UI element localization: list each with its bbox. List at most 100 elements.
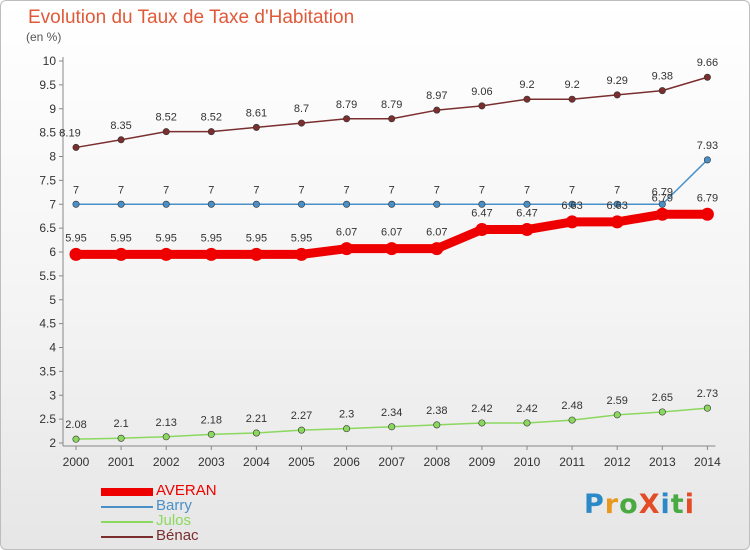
data-point (252, 429, 260, 437)
data-point (114, 247, 128, 261)
data-point (340, 242, 354, 256)
data-label: 6.47 (471, 208, 492, 220)
data-label: 8.79 (336, 99, 357, 111)
data-point (475, 223, 489, 237)
data-label: 7.93 (697, 140, 718, 152)
data-label: 9.2 (564, 79, 579, 91)
data-point (117, 200, 125, 208)
data-point (297, 200, 305, 208)
data-point (297, 426, 305, 434)
x-tick-label: 2010 (514, 455, 541, 469)
y-tick-label: 2 (49, 436, 56, 450)
data-point (568, 200, 576, 208)
data-point (388, 200, 396, 208)
data-label: 2.27 (291, 410, 312, 422)
legend-swatch (101, 506, 153, 508)
data-label: 2.08 (65, 419, 86, 431)
data-point (297, 119, 305, 127)
y-tick-label: 4 (49, 341, 56, 355)
y-tick-label: 9.5 (39, 78, 56, 92)
logo-letter: X (638, 489, 661, 520)
data-label: 7 (479, 184, 485, 196)
data-label: 5.95 (155, 232, 176, 244)
data-point (655, 207, 669, 221)
data-label: 6.79 (697, 192, 718, 204)
y-tick-label: 3 (49, 388, 56, 402)
data-label: 8.52 (201, 112, 222, 124)
data-point (613, 91, 621, 99)
data-label: 6.07 (381, 227, 402, 239)
data-label: 8.79 (381, 99, 402, 111)
data-label: 8.61 (246, 107, 267, 119)
proxiti-logo: ProXiti (584, 489, 695, 520)
data-label: 8.97 (426, 90, 447, 102)
data-label: 7 (569, 184, 575, 196)
data-point (72, 143, 80, 151)
data-point (568, 95, 576, 103)
data-point (568, 416, 576, 424)
data-point (613, 200, 621, 208)
data-label: 9.06 (471, 86, 492, 98)
x-tick-label: 2005 (288, 455, 315, 469)
data-label: 9.66 (697, 57, 718, 69)
x-tick-label: 2006 (333, 455, 360, 469)
y-tick-label: 2.5 (39, 412, 56, 426)
data-point (613, 411, 621, 419)
chart-unit-label: (en %) (26, 30, 62, 44)
data-point (658, 87, 666, 95)
x-tick-label: 2012 (604, 455, 631, 469)
y-tick-label: 8 (49, 150, 56, 164)
data-point (565, 215, 579, 229)
data-point (430, 242, 444, 256)
x-tick-label: 2009 (469, 455, 496, 469)
data-label: 9.29 (606, 75, 627, 87)
data-label: 7 (208, 184, 214, 196)
y-tick-label: 3.5 (39, 364, 56, 378)
data-label: 9.2 (519, 79, 534, 91)
data-label: 2.38 (426, 405, 447, 417)
y-tick-label: 10 (43, 54, 57, 68)
data-label: 5.95 (110, 232, 131, 244)
data-label: 2.42 (516, 403, 537, 415)
data-point (703, 73, 711, 81)
legend-label: AVERAN (156, 482, 217, 499)
data-point (523, 200, 531, 208)
data-label: 7 (524, 184, 530, 196)
data-label: 6.07 (426, 227, 447, 239)
y-tick-label: 9 (49, 102, 56, 116)
series-line-barry (76, 159, 708, 205)
data-point (343, 200, 351, 208)
data-label: 2.65 (652, 392, 673, 404)
x-tick-label: 2000 (63, 455, 90, 469)
data-point (162, 200, 170, 208)
data-point (207, 200, 215, 208)
legend-label: Barry (156, 497, 192, 514)
data-label: 8.52 (155, 112, 176, 124)
y-tick-label: 5.5 (39, 269, 56, 283)
data-label: 6.63 (561, 200, 582, 212)
data-point (478, 200, 486, 208)
logo-letter: i (660, 489, 671, 520)
legend-swatch (101, 488, 153, 496)
data-label: 7 (253, 184, 259, 196)
data-point (433, 106, 441, 114)
data-label: 6.79 (652, 186, 673, 198)
data-label: 9.38 (652, 71, 673, 83)
x-tick-label: 2002 (153, 455, 180, 469)
data-point (610, 215, 624, 229)
data-point (343, 425, 351, 433)
data-label: 2.59 (606, 395, 627, 407)
data-point (159, 247, 173, 261)
data-point (478, 419, 486, 427)
x-tick-label: 2013 (649, 455, 676, 469)
data-label: 2.13 (155, 417, 176, 429)
data-label: 7 (163, 184, 169, 196)
data-point (162, 128, 170, 136)
data-label: 5.95 (291, 232, 312, 244)
data-point (207, 128, 215, 136)
data-point (343, 115, 351, 123)
data-label: 5.95 (201, 232, 222, 244)
logo-letter: P (584, 489, 605, 520)
